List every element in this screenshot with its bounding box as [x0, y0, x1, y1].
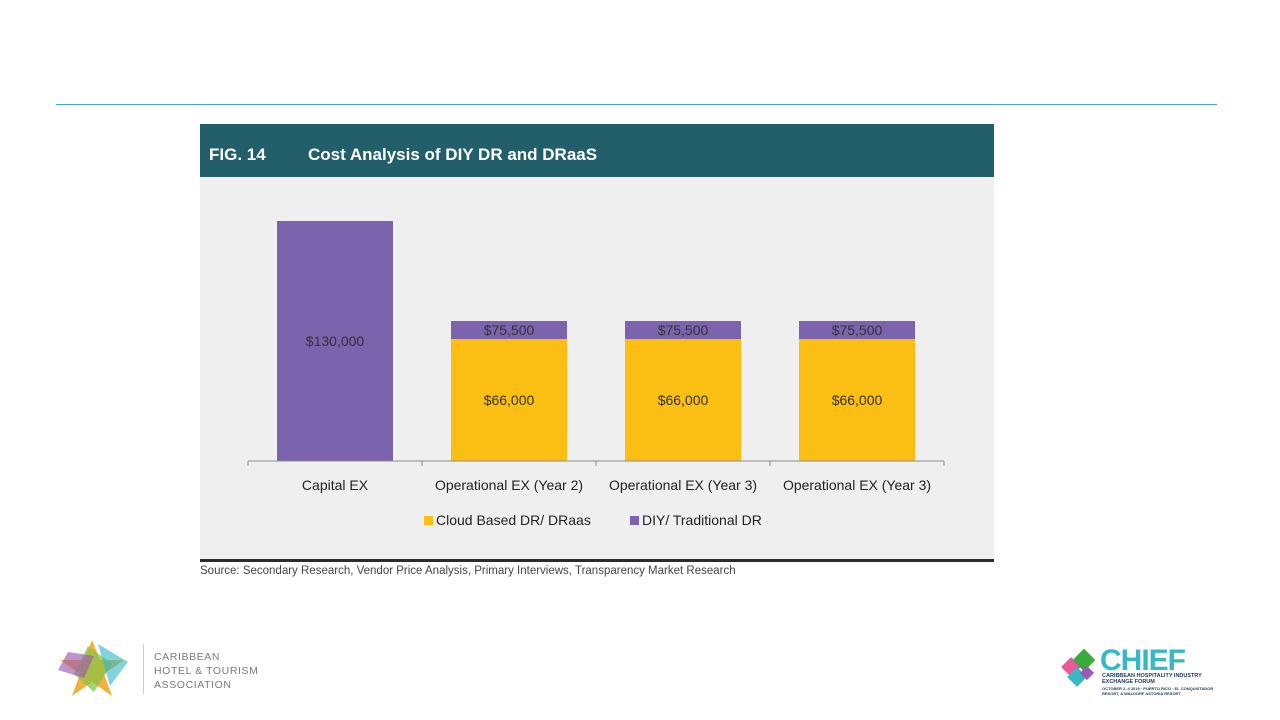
bar-data-label: $66,000 — [658, 392, 709, 408]
bar-cloud-dr — [625, 339, 741, 461]
x-tick-label: Operational EX (Year 3) — [609, 477, 757, 493]
bar-cloud-dr — [799, 339, 915, 461]
bar-data-label: $75,500 — [658, 322, 709, 338]
figure-header: FIG. 14 Cost Analysis of DIY DR and DRaa… — [200, 124, 994, 177]
figure-number: FIG. 14 — [209, 145, 266, 164]
bar-diy-traditional-dr — [277, 221, 393, 461]
chief-logo-date: OCTOBER 2–4 2019 · PUERTO RICO · EL CONQ… — [1102, 686, 1214, 696]
x-tick-label: Operational EX (Year 3) — [783, 477, 931, 493]
bar-data-label: $130,000 — [306, 333, 365, 349]
chief-logo-icon — [1061, 648, 1096, 687]
chief-logo-subtitle: CARIBBEAN HOSPITALITY INDUSTRY EXCHANGE … — [1102, 673, 1202, 685]
chief-logo-title: CHIEF — [1100, 644, 1186, 677]
bar-data-label: $75,500 — [484, 322, 535, 338]
legend-label: Cloud Based DR/ DRaas — [436, 512, 591, 528]
legend-swatch — [424, 516, 433, 525]
cost-analysis-chart: $130,000 Capital EX $66,000 $75,500 Operatio… — [247, 221, 945, 528]
bar-data-label: $66,000 — [484, 392, 535, 408]
header-rule — [56, 104, 1217, 105]
legend-swatch — [630, 516, 639, 525]
cht-logo-line-2: HOTEL & TOURISM — [154, 665, 259, 677]
figure-source: Source: Secondary Research, Vendor Price… — [200, 565, 736, 577]
bar-diy-traditional-dr — [799, 321, 915, 339]
cht-logo-icon — [58, 640, 128, 696]
legend-label: DIY/ Traditional DR — [642, 512, 762, 528]
bar-diy-traditional-dr — [625, 321, 741, 339]
bar-data-label: $75,500 — [832, 322, 883, 338]
logo-separator — [143, 644, 144, 694]
x-tick-label: Capital EX — [302, 477, 369, 493]
cht-logo-line-1: CARIBBEAN — [154, 651, 221, 663]
bar-cloud-dr — [451, 339, 567, 461]
bar-data-label: $66,000 — [832, 392, 883, 408]
bar-diy-traditional-dr — [451, 321, 567, 339]
cht-logo-line-3: ASSOCIATION — [154, 679, 232, 691]
figure-panel: FIG. 14 Cost Analysis of DIY DR and DRaa… — [200, 124, 994, 562]
x-tick-label: Operational EX (Year 2) — [435, 477, 583, 493]
figure-title: Cost Analysis of DIY DR and DRaaS — [308, 145, 598, 164]
cht-logo-text: CARIBBEAN HOTEL & TOURISM ASSOCIATION — [154, 650, 259, 692]
